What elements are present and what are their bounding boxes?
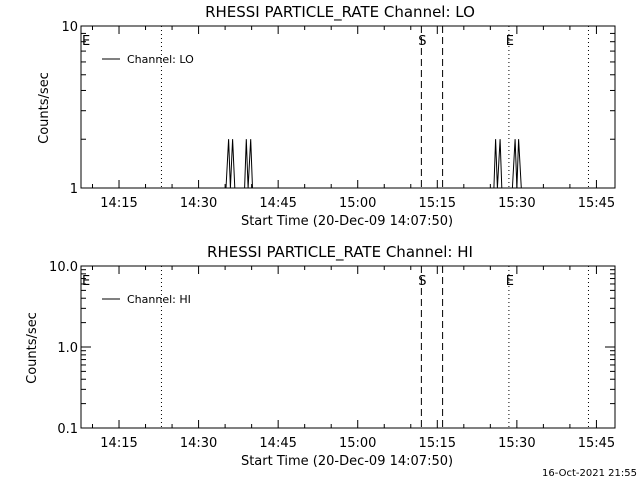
y-tick-label: 10.0	[49, 260, 78, 275]
x-tick-label: 15:00	[339, 196, 376, 211]
event-marker-label: E	[82, 34, 90, 49]
panel-hi-channel: RHESSI PARTICLE_RATE Channel: HI Counts/s…	[25, 243, 616, 469]
x-tick-label: 14:45	[259, 436, 296, 451]
x-tick-label: 15:15	[419, 436, 456, 451]
x-tick-label: 15:15	[419, 196, 456, 211]
x-tick-label: 14:45	[259, 196, 296, 211]
y-tick-label: 10	[61, 20, 78, 35]
y-tick-label: 0.1	[57, 422, 78, 437]
x-axis-label: Start Time (20-Dec-09 14:07:50)	[241, 214, 453, 229]
x-tick-label: 15:30	[498, 436, 535, 451]
chart-title: RHESSI PARTICLE_RATE Channel: LO	[205, 3, 475, 22]
event-marker-label: E	[82, 274, 90, 289]
x-tick-label: 15:30	[498, 196, 535, 211]
event-marker-label: S	[418, 34, 426, 49]
event-marker-label: E	[506, 274, 514, 289]
y-tick-label: 1.0	[57, 341, 78, 356]
x-tick-label: 14:30	[180, 436, 217, 451]
x-tick-label: 14:15	[100, 436, 137, 451]
x-tick-label: 15:45	[578, 436, 615, 451]
panel-lo-channel: RHESSI PARTICLE_RATE Channel: LO Counts/s…	[37, 3, 616, 229]
legend-entry: Channel: LO	[127, 53, 194, 66]
x-tick-label: 14:15	[100, 196, 137, 211]
series-line	[225, 139, 522, 189]
event-marker-label: S	[418, 274, 426, 289]
y-tick-label: 1	[70, 182, 78, 197]
y-axis-label: Counts/sec	[37, 72, 52, 144]
x-tick-label: 15:45	[578, 196, 615, 211]
footer-timestamp: 16-Oct-2021 21:55	[542, 468, 637, 479]
chart-title: RHESSI PARTICLE_RATE Channel: HI	[207, 243, 473, 262]
x-tick-label: 15:00	[339, 436, 376, 451]
y-axis-label: Counts/sec	[25, 312, 40, 384]
x-tick-label: 14:30	[180, 196, 217, 211]
event-marker-label: E	[506, 34, 514, 49]
legend-entry: Channel: HI	[127, 293, 191, 306]
x-axis-label: Start Time (20-Dec-09 14:07:50)	[241, 454, 453, 469]
